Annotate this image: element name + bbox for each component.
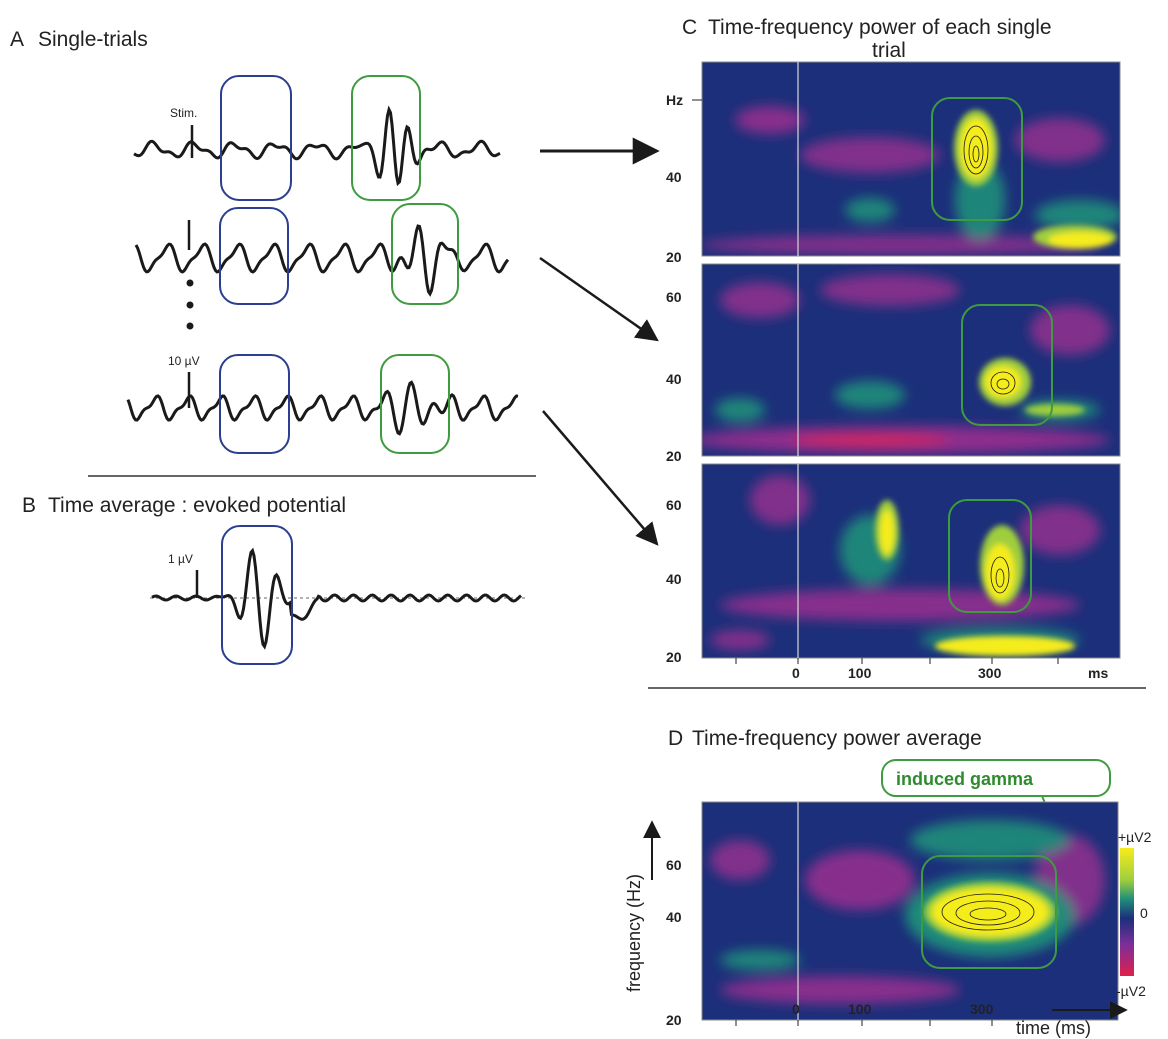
- arrow-trial3: [542, 410, 659, 546]
- evoked-window-box: [221, 525, 293, 665]
- tf-map-average: [701, 801, 1119, 1021]
- evoked-window-box-1: [220, 75, 292, 201]
- panel-d-xtick: 300: [970, 1001, 994, 1017]
- tf-map-trial-2: [701, 263, 1121, 457]
- panel-c-ytick: 60: [666, 497, 682, 513]
- induced-window-box-2: [391, 203, 459, 305]
- colorbar-top-label: +µV2: [1118, 829, 1152, 845]
- panel-c: C Time-frequency power of each single tr…: [648, 16, 1146, 689]
- scale-10uv-label: 10 µV: [168, 354, 200, 368]
- arrow-trial2: [539, 256, 659, 342]
- panel-c-hz-label: Hz: [666, 92, 683, 108]
- tf-map-trial-3: [701, 463, 1121, 659]
- panel-c-ytick: 40: [666, 571, 682, 587]
- panel-c-ytick: 20: [666, 249, 682, 265]
- panel-d-letter: D: [668, 727, 683, 750]
- panel-c-ytick: 40: [666, 371, 682, 387]
- panel-d-xtick: 100: [848, 1001, 872, 1017]
- panel-d-ylabel: frequency (Hz): [624, 874, 644, 992]
- single-trial-trace-2: [134, 224, 510, 297]
- scale-1uv-label: 1 µV: [168, 552, 193, 566]
- ellipsis-dot: [186, 322, 194, 330]
- panel-c-xtick: 100: [848, 665, 872, 681]
- ellipsis-dot: [186, 301, 194, 309]
- panel-c-title-line1: Time-frequency power of each single: [708, 16, 1052, 39]
- stim-label: Stim.: [170, 106, 197, 120]
- ellipsis-dot: [186, 279, 194, 287]
- colorbar: [1120, 848, 1134, 976]
- panel-c-ytick: 40: [666, 169, 682, 185]
- panel-c-xunit: ms: [1088, 665, 1108, 681]
- panel-a: A Single-trials Stim. 10 µV: [10, 28, 660, 546]
- panel-d-ytick: 20: [666, 1012, 682, 1028]
- panel-d-xtick: 0: [792, 1001, 800, 1017]
- panel-d-ytick: 40: [666, 909, 682, 925]
- colorbar-bottom-label: -µV2: [1116, 983, 1146, 999]
- single-trial-trace-3: [126, 380, 519, 436]
- panel-c-xtick: 0: [792, 665, 800, 681]
- panel-d: D Time-frequency power average induced g…: [624, 727, 1152, 1038]
- panel-c-ytick: 60: [666, 289, 682, 305]
- panel-c-letter: C: [682, 16, 697, 39]
- induced-window-box-3: [380, 354, 450, 454]
- single-trial-trace-1: [133, 105, 501, 187]
- panel-b-title: Time average : evoked potential: [48, 494, 346, 517]
- induced-gamma-label: induced gamma: [896, 769, 1034, 789]
- panel-b-letter: B: [22, 494, 36, 517]
- evoked-potential-trace: [151, 547, 522, 650]
- panel-c-xtick: 300: [978, 665, 1002, 681]
- panel-a-title: Single-trials: [38, 28, 148, 51]
- induced-window-box-1: [351, 75, 421, 201]
- evoked-window-box-3: [219, 354, 290, 454]
- induced-gamma-callout: [881, 759, 1111, 797]
- panel-c-title-line2: trial: [872, 39, 906, 62]
- panel-d-xlabel: time (ms): [1016, 1018, 1091, 1038]
- panel-c-ytick: 20: [666, 448, 682, 464]
- panel-b: B Time average : evoked potential 1 µV: [22, 494, 526, 665]
- panel-d-title: Time-frequency power average: [692, 727, 982, 750]
- panel-d-ytick: 60: [666, 857, 682, 873]
- tf-map-trial-1: [701, 61, 1121, 257]
- evoked-window-box-2: [219, 207, 289, 305]
- colorbar-mid-label: 0: [1140, 905, 1148, 921]
- panel-a-letter: A: [10, 28, 24, 51]
- panel-c-ytick: 20: [666, 649, 682, 665]
